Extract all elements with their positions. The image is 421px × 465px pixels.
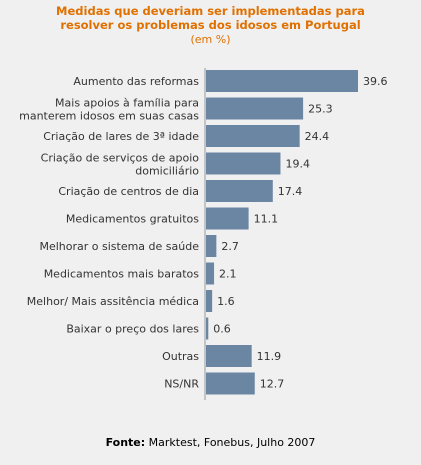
category-label: Melhor/ Mais assitência médica [27,295,199,308]
bar [206,97,304,120]
value-label: 11.1 [254,213,279,226]
bar [206,317,209,340]
category-label: Baixar o preço dos lares [66,323,199,336]
category-label: Criação de centros de dia [58,185,199,198]
bar [206,180,273,202]
category-label: Melhorar o sistema de saúde [39,240,199,253]
bar [206,290,213,312]
value-label: 0.6 [213,323,231,336]
category-label: Criação de serviços de apoio [41,152,200,165]
value-label: 19.4 [285,158,310,171]
source-label: Fonte: [105,436,146,449]
category-label: manterem idosos em suas casas [19,110,199,123]
source-note: Fonte: Marktest, Fonebus, Julho 2007 [0,436,421,449]
value-label: 2.1 [219,268,237,281]
source-text: Marktest, Fonebus, Julho 2007 [148,436,316,449]
bar [206,372,255,395]
category-label: Medicamentos gratuitos [66,213,199,226]
category-label: Mais apoios à família para [55,97,199,110]
chart-title-line-2: resolver os problemas dos idosos em Port… [60,18,361,32]
value-label: 12.7 [260,378,285,391]
category-label: Criação de lares de 3ª idade [43,130,199,143]
category-label: NS/NR [164,378,199,391]
bar [206,235,217,257]
category-label: domiciliário [135,165,199,178]
category-label: Aumento das reformas [73,75,199,88]
bar [206,262,215,285]
value-label: 11.9 [257,350,282,363]
chart-title-line-1: Medidas que deveriam ser implementadas p… [56,4,365,18]
value-label: 1.6 [217,295,235,308]
value-label: 25.3 [308,103,333,116]
value-label: 17.4 [278,185,303,198]
chart-subtitle: (em %) [190,33,231,46]
value-label: 39.6 [363,75,388,88]
bar [206,125,300,147]
value-label: 2.7 [221,240,239,253]
category-label: Medicamentos mais baratos [44,268,200,281]
bar [206,152,281,175]
bar [206,70,358,92]
bar [206,345,252,367]
category-label: Outras [162,350,199,363]
value-label: 24.4 [305,130,330,143]
bar [206,207,249,230]
